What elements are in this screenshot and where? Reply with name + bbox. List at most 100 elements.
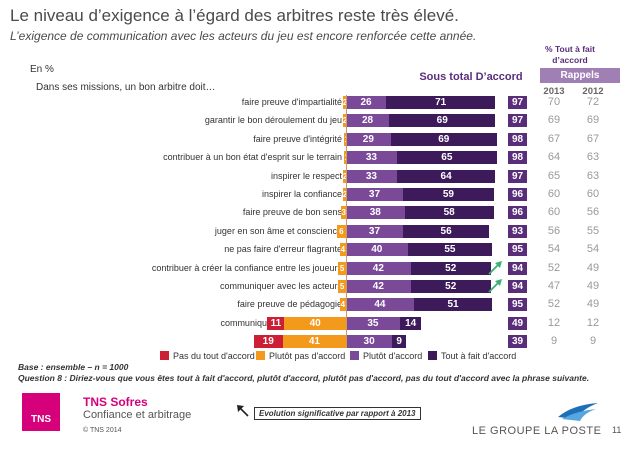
year-2013-header: 2013 — [543, 86, 565, 97]
rappel-2013-value: 52 — [547, 261, 561, 274]
question-note: Question 8 : Diriez-vous que vous êtes t… — [18, 373, 590, 383]
evolution-note: Evolution significative par rapport à 20… — [254, 407, 421, 420]
category-label: faire preuve d'intégrité — [253, 133, 342, 144]
rappel-2012-value: 63 — [586, 169, 600, 182]
brand-name: TNS Sofres — [83, 395, 148, 409]
rappel-2013-value: 47 — [547, 280, 561, 292]
bar-seg-plutot-pas: 1 — [344, 151, 346, 165]
trend-up-arrow-icon — [488, 279, 502, 293]
rappel-2012-value: 9 — [589, 335, 597, 348]
bar-seg-plutot: 28 — [346, 114, 390, 128]
bar-seg-plutot-pas: 1 — [344, 132, 346, 146]
rappels-header: Rappels — [540, 68, 620, 83]
bar-seg-plutot: 38 — [346, 206, 405, 220]
sous-total-value: 98 — [508, 151, 527, 165]
bar-seg-pas-du-tout: 19 — [253, 335, 283, 349]
bar-seg-plutot-pas: 5 — [338, 280, 346, 293]
rappel-2012-value: 56 — [586, 206, 600, 219]
bar-seg-plutot-pas: 2 — [342, 188, 346, 201]
rappel-2013-value: 64 — [547, 151, 561, 164]
bar-seg-tout-a-fait: 65 — [396, 151, 497, 165]
sous-total-value: 97 — [508, 96, 527, 109]
sous-total-value: 97 — [508, 114, 527, 128]
bar-seg-tout-a-fait: 64 — [396, 169, 496, 183]
bar-seg-plutot: 42 — [346, 261, 411, 275]
copyright: © TNS 2014 — [83, 427, 122, 434]
legend-swatch — [256, 351, 265, 360]
rappel-2013-value: 65 — [547, 169, 561, 182]
bar-seg-plutot: 37 — [346, 224, 403, 238]
bar-seg-plutot-pas: 4 — [339, 298, 346, 312]
page-number: 11 — [612, 425, 622, 435]
bar-seg-tout-a-fait: 55 — [407, 243, 493, 257]
category-label: faire preuve de bon sens — [242, 207, 342, 218]
bar-seg-plutot-pas: 2 — [342, 114, 346, 128]
bar-seg-tout-a-fait: 71 — [386, 96, 496, 109]
bar-seg-plutot-pas: 3 — [341, 206, 346, 220]
rappel-2013-value: 56 — [547, 224, 561, 237]
rappel-2013-value: 69 — [547, 114, 561, 127]
sous-total-value: 39 — [508, 335, 527, 349]
bar-seg-plutot: 37 — [346, 188, 403, 201]
sous-total-value: 49 — [508, 316, 527, 330]
category-label: faire preuve de pédagogie — [237, 299, 342, 310]
bar-seg-tout-a-fait: 52 — [410, 261, 491, 275]
rappel-2013-value: 9 — [550, 335, 558, 348]
category-label: garantir le bon déroulement du jeu — [204, 115, 342, 126]
bar-seg-plutot: 35 — [346, 316, 400, 330]
bar-seg-plutot-pas: 2 — [342, 96, 346, 109]
sous-total-value: 95 — [508, 298, 527, 312]
rappel-2013-value: 70 — [547, 96, 561, 108]
bar-seg-tout-a-fait: 9 — [392, 335, 407, 349]
category-label: contribuer à créer la confiance entre le… — [151, 262, 342, 273]
rappel-2013-value: 60 — [547, 206, 561, 219]
brand-subtitle: Confiance et arbitrage — [83, 409, 192, 421]
evolution-arrow-icon — [237, 405, 249, 417]
bar-seg-plutot: 29 — [346, 132, 391, 146]
category-label: communiquer avec les acteurs — [219, 281, 342, 291]
tout-a-fait-header: % Tout à fait d’accord — [545, 44, 595, 65]
bar-seg-tout-a-fait: 56 — [402, 224, 490, 238]
bar-seg-plutot: 42 — [346, 280, 411, 293]
legend-item: Plutôt pas d'accord — [256, 351, 345, 363]
legend-label: Plutôt d'accord — [363, 351, 423, 361]
rappel-2012-value: 55 — [586, 224, 600, 237]
rappel-2013-value: 12 — [547, 316, 561, 329]
sous-total-value: 97 — [508, 169, 527, 183]
bar-seg-plutot-pas: 40 — [284, 316, 346, 330]
rappel-2012-value: 49 — [586, 298, 600, 311]
rappel-2013-value: 54 — [547, 243, 561, 256]
legend-item: Tout à fait d'accord — [428, 351, 516, 363]
page-subtitle: L’exigence de communication avec les act… — [10, 29, 477, 43]
bar-seg-plutot: 33 — [346, 169, 397, 183]
category-label: inspirer le respect — [270, 170, 342, 181]
bar-seg-plutot-pas: 2 — [342, 169, 346, 183]
bar-seg-tout-a-fait: 14 — [399, 316, 422, 330]
rappel-2012-value: 72 — [586, 96, 600, 108]
rappel-2012-value: 54 — [586, 243, 600, 256]
legend-item: Pas du tout d'accord — [160, 351, 255, 363]
bar-seg-tout-a-fait: 59 — [402, 188, 494, 201]
category-label: contribuer à un bon état d'esprit sur le… — [163, 152, 342, 163]
legend-label: Pas du tout d'accord — [173, 351, 255, 361]
rappel-2012-value: 69 — [586, 114, 600, 127]
bar-seg-tout-a-fait: 52 — [410, 280, 491, 293]
bar-seg-tout-a-fait: 69 — [390, 132, 497, 146]
legend-item: Plutôt d'accord — [350, 351, 422, 363]
bar-seg-plutot: 44 — [346, 298, 414, 312]
bar-seg-tout-a-fait: 69 — [389, 114, 496, 128]
legend-swatch — [428, 351, 437, 360]
bar-seg-plutot-pas: 5 — [338, 261, 346, 275]
rappel-2012-value: 12 — [586, 316, 600, 329]
bar-seg-tout-a-fait: 58 — [404, 206, 494, 220]
tns-logo: TNS — [22, 393, 60, 431]
page-title: Le niveau d’exigence à l’égard des arbit… — [10, 6, 459, 25]
sous-total-value: 93 — [508, 224, 527, 238]
bar-seg-tout-a-fait: 51 — [413, 298, 493, 312]
category-label: ne pas faire d'erreur flagrante — [224, 244, 342, 255]
bar-seg-plutot: 33 — [346, 151, 397, 165]
rappel-2012-value: 49 — [586, 280, 600, 292]
bar-seg-plutot: 40 — [346, 243, 408, 257]
sous-total-value: 96 — [508, 188, 527, 201]
bar-seg-plutot-pas: 6 — [336, 224, 346, 238]
